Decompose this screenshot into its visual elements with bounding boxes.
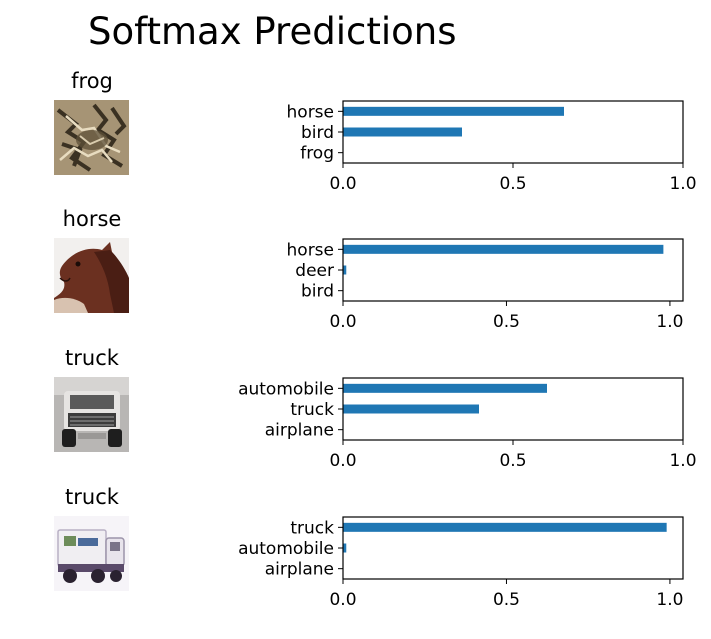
y-tick-label: horse [287,102,334,122]
bar-deer [343,265,347,275]
bar-truck [343,404,479,414]
prediction-row-4: truck truck automobile airplane 0.0 0.5 1.0 [0,484,711,623]
y-tick-label: bird [301,123,334,143]
prediction-row-3: truck automobile truck airplane 0.0 0.5 1.0 [0,345,711,484]
axes-frame [342,516,684,580]
y-tick-label: truck [290,400,334,420]
y-tick-label: airplane [265,560,334,580]
y-tick-label: frog [300,144,334,164]
prediction-row-2: horse horse deer bird 0.0 0.5 1.0 [0,206,711,345]
frog-thumbnail [54,100,129,175]
y-tick-label: bird [301,282,334,302]
y-tick-label: automobile [238,379,334,399]
x-tick-label: 0.0 [329,590,356,610]
x-tick-label: 0.0 [329,312,356,332]
x-tick-label: 0.0 [329,174,356,194]
truck-thumbnail [54,516,129,591]
image-label: truck [65,485,119,509]
x-tick-label: 0.5 [493,590,520,610]
y-tick-label: deer [295,261,334,281]
horse-thumbnail [54,238,129,313]
y-tick-label: automobile [238,539,334,559]
x-tick-label: 1.0 [669,174,696,194]
prediction-row-1: frog horse bird frog 0.0 0.5 1.0 [0,68,711,207]
figure-title: Softmax Predictions [88,10,457,53]
y-tick-label: airplane [265,421,334,441]
bar-automobile [343,543,347,553]
x-tick-label: 1.0 [656,590,683,610]
image-label: frog [71,69,113,93]
x-tick-label: 1.0 [656,312,683,332]
y-tick-label: truck [290,518,334,538]
bar-horse [343,106,564,116]
bar-automobile [343,383,547,393]
bar-horse [343,244,664,254]
x-tick-label: 1.0 [669,451,696,471]
x-tick-label: 0.5 [499,451,526,471]
x-tick-label: 0.5 [493,312,520,332]
y-tick-label: horse [287,240,334,260]
image-label: truck [65,346,119,370]
x-tick-label: 0.5 [499,174,526,194]
bar-truck [343,522,667,532]
axes-frame [342,238,684,302]
truck-thumbnail [54,377,129,452]
image-label: horse [62,207,122,231]
x-tick-label: 0.0 [329,451,356,471]
bar-bird [343,127,462,137]
